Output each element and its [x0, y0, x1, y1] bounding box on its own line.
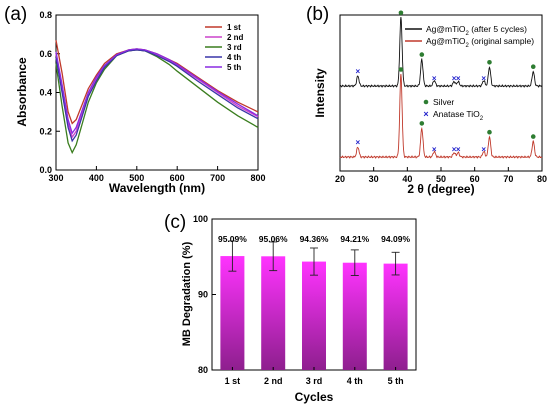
panel-a-x-tick-label: 500: [129, 173, 144, 183]
panel-c-bar: [383, 263, 408, 370]
panel-c-bar: [302, 261, 326, 370]
panel-a-x-tick-label: 400: [89, 173, 104, 183]
panel-label-a: (a): [4, 4, 27, 25]
panel-c-category-label: 5 th: [388, 376, 404, 386]
panel-b-pattern-line: [339, 74, 543, 159]
panel-a-legend-label: 5 th: [227, 63, 241, 72]
panel-b-legend-label: Ag@mTiO2 (after 5 cycles): [426, 24, 527, 37]
panel-b-legend-anatase-label: Anatase TiO2: [433, 109, 484, 122]
panel-b-anatase-marker: ×: [356, 138, 361, 147]
panel-b-silver-marker: [398, 10, 404, 16]
panel-b-x-tick-label: 20: [335, 174, 345, 184]
panel-b-anatase-marker: ×: [432, 145, 437, 154]
panel-b-x-tick-label: 60: [470, 174, 480, 184]
panel-a-y-tick-label: 0.6: [39, 49, 52, 59]
panel-b-anatase-marker: ×: [481, 145, 486, 154]
panel-c-value-label: 95.09%: [218, 234, 247, 244]
panel-a-series-line: [55, 49, 259, 143]
panel-b-anatase-marker: ×: [452, 145, 457, 154]
panel-c-value-label: 94.36%: [300, 234, 329, 244]
panel-b-pattern-line: [339, 17, 543, 88]
panel-b-legend-label-part: Ag@mTiO: [426, 24, 466, 34]
panel-c-category-label: 2 nd: [264, 376, 283, 386]
panel-b-silver-marker: [398, 67, 404, 72]
panel-b-legend-label-part: 2: [465, 31, 469, 37]
panel-b-silver-marker: [530, 134, 536, 139]
panel-c-category-label: 1 st: [225, 376, 241, 386]
panel-b-legend-label: Ag@mTiO2 (original sample): [426, 36, 534, 49]
panel-a-y-tick-label: 0.0: [39, 165, 52, 175]
panel-a-y-tick-label: 0.2: [39, 126, 52, 136]
panel-b-legend-silver-symbol: [423, 99, 429, 105]
panel-c-bar: [342, 262, 367, 370]
panel-c-y-tick-label: 80: [198, 365, 208, 375]
panel-b-legend-label-part: (after 5 cycles): [469, 24, 527, 34]
panel-b-legend-label-part: Ag@mTiO: [426, 36, 466, 46]
panel-a-x-tick-label: 600: [170, 173, 185, 183]
panel-b-x-tick-label: 40: [402, 174, 412, 184]
panel-a-legend-label: 3 rd: [227, 43, 242, 52]
panel-a-uv-vis: Wavelength (nm) Absorbance 300 400 500 600 7…: [15, 10, 266, 195]
panel-b-silver-marker: [530, 64, 536, 69]
panel-b-anatase-marker: ×: [456, 145, 461, 154]
panel-b-silver-marker: [419, 121, 425, 126]
panel-b-legend-anatase-label-part: Anatase TiO: [433, 109, 480, 119]
panel-c-category-label: 3 rd: [306, 376, 323, 386]
panel-c-x-axis-label: Cycles: [295, 390, 334, 404]
panel-c-degradation-bars: Cycles MB Degradation (%) 80 90 100 95.09% 1…: [181, 214, 417, 404]
panel-b-xrd: 2 θ (degree) Intensity 20 30 40 50 60 70 80×× ×…: [313, 10, 547, 196]
panel-b-anatase-marker: ×: [452, 74, 457, 83]
panel-b-x-tick-label: 70: [503, 174, 513, 184]
panel-a-y-tick-label: 0.8: [39, 10, 52, 20]
panel-b-x-tick-label: 80: [537, 174, 547, 184]
panel-b-silver-marker: [487, 129, 492, 135]
panel-a-y-axis-label: Absorbance: [15, 57, 29, 127]
panel-b-anatase-marker: ×: [432, 74, 437, 83]
panel-c-value-label: 94.21%: [340, 234, 369, 244]
panel-b-anatase-marker: ×: [456, 74, 461, 83]
panel-a-x-tick-label: 700: [210, 173, 225, 183]
panel-label-b: (b): [306, 4, 329, 25]
panel-a-x-axis-label: Wavelength (nm): [109, 181, 205, 195]
panel-b-y-axis-label: Intensity: [313, 68, 327, 118]
panel-c-y-axis-label: MB Degradation (%): [181, 241, 193, 346]
panel-a-legend-label: 1 st: [227, 23, 241, 32]
panel-a-x-tick-label: 300: [48, 173, 63, 183]
panel-b-legend-label-part: 2: [465, 43, 469, 49]
panel-a-y-tick-label: 0.4: [39, 88, 52, 98]
panel-b-x-tick-label: 30: [369, 174, 379, 184]
panel-c-bar: [220, 256, 245, 370]
panel-c-y-tick-label: 100: [193, 214, 208, 224]
panel-b-silver-marker: [487, 60, 492, 65]
panel-a-x-tick-label: 800: [250, 173, 265, 183]
panel-b-legend-anatase-symbol: ×: [423, 109, 428, 119]
panel-b-legend-label-part: (original sample): [469, 36, 534, 46]
panel-a-series-line: [55, 48, 259, 135]
panel-c-y-tick-label: 90: [198, 290, 208, 300]
panel-c-category-label: 4 th: [347, 376, 363, 386]
panel-c-bar: [261, 256, 286, 370]
panel-b-legend-anatase-label-part: 2: [480, 116, 484, 122]
panel-b-anatase-marker: ×: [481, 74, 486, 83]
panel-label-c: (c): [164, 212, 186, 233]
panel-b-legend-silver-label: Silver: [433, 97, 454, 107]
panel-a-legend-label: 2 nd: [227, 33, 244, 42]
panel-c-value-label: 95.06%: [259, 234, 288, 244]
panel-b-anatase-marker: ×: [356, 67, 361, 76]
panel-b-silver-marker: [419, 52, 425, 57]
panel-c-value-label: 94.09%: [381, 234, 410, 244]
panel-b-x-axis-label: 2 θ (degree): [407, 182, 474, 196]
panel-b-x-tick-label: 50: [436, 174, 446, 184]
panel-a-legend-label: 4 th: [227, 53, 241, 62]
